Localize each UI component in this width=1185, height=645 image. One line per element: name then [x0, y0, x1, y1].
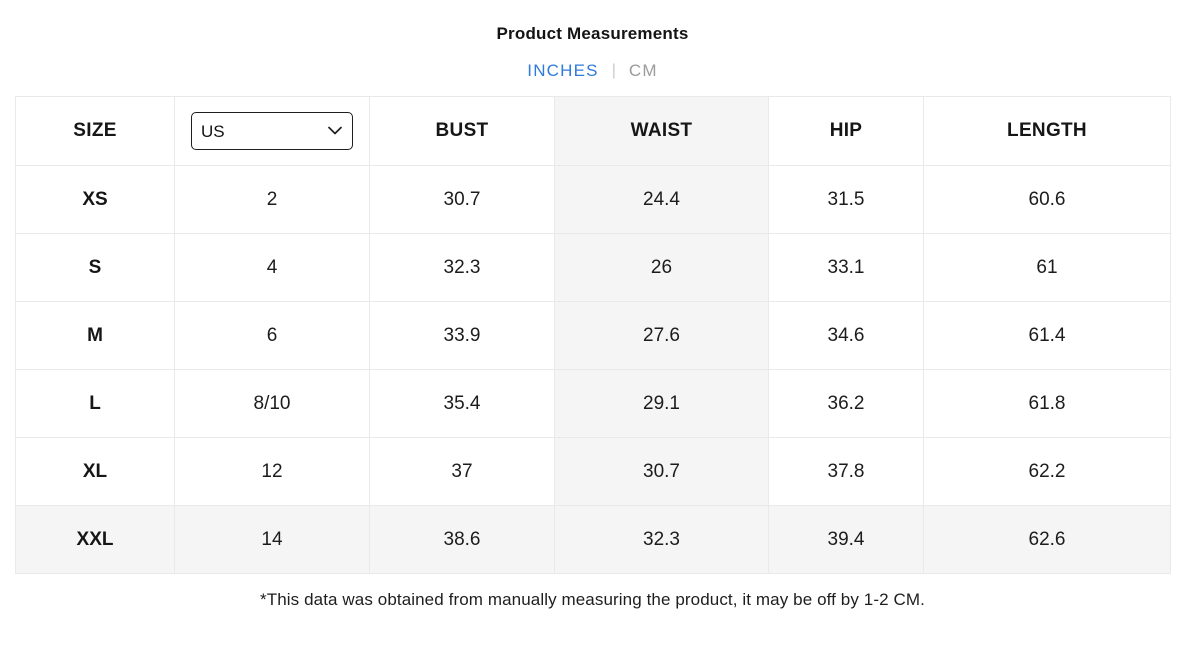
col-header-size: SIZE — [15, 96, 175, 166]
table-row: M 6 33.9 27.6 34.6 61.4 — [15, 301, 1171, 370]
table-row: L 8/10 35.4 29.1 36.2 61.8 — [15, 369, 1171, 438]
size-label: XL — [15, 437, 175, 506]
table-row: XS 2 30.7 24.4 31.5 60.6 — [15, 165, 1171, 234]
hip-value: 37.8 — [768, 437, 924, 506]
waist-value: 26 — [554, 233, 769, 302]
length-value: 62.2 — [923, 437, 1171, 506]
col-header-size-system: US — [174, 96, 370, 166]
waist-value: 24.4 — [554, 165, 769, 234]
length-value: 62.6 — [923, 505, 1171, 574]
col-header-waist: WAIST — [554, 96, 769, 166]
table-row: XL 12 37 30.7 37.8 62.2 — [15, 437, 1171, 506]
footnote: *This data was obtained from manually me… — [260, 590, 925, 609]
hip-value: 31.5 — [768, 165, 924, 234]
hip-value: 39.4 — [768, 505, 924, 574]
col-header-length: LENGTH — [923, 96, 1171, 166]
waist-value: 29.1 — [554, 369, 769, 438]
size-label: M — [15, 301, 175, 370]
size-label: L — [15, 369, 175, 438]
page-title: Product Measurements — [496, 24, 689, 43]
us-size-value: 4 — [174, 233, 370, 302]
waist-value: 27.6 — [554, 301, 769, 370]
size-system-select[interactable]: US — [191, 112, 353, 150]
unit-separator: | — [611, 62, 616, 79]
size-label: XS — [15, 165, 175, 234]
bust-value: 37 — [369, 437, 555, 506]
measurements-table: SIZE US BUST WAIST HIP LENGTH — [15, 96, 1171, 574]
bust-value: 33.9 — [369, 301, 555, 370]
length-value: 60.6 — [923, 165, 1171, 234]
us-size-value: 12 — [174, 437, 370, 506]
waist-value: 32.3 — [554, 505, 769, 574]
bust-value: 35.4 — [369, 369, 555, 438]
bust-value: 30.7 — [369, 165, 555, 234]
bust-value: 32.3 — [369, 233, 555, 302]
col-header-hip: HIP — [768, 96, 924, 166]
table-body: XS 2 30.7 24.4 31.5 60.6 S 4 32.3 26 33.… — [15, 165, 1171, 574]
unit-toggle: INCHES | CM — [0, 61, 1185, 81]
col-header-bust: BUST — [369, 96, 555, 166]
bust-value: 38.6 — [369, 505, 555, 574]
length-value: 61 — [923, 233, 1171, 302]
length-value: 61.4 — [923, 301, 1171, 370]
table-row: XXL 14 38.6 32.3 39.4 62.6 — [15, 505, 1171, 574]
length-value: 61.8 — [923, 369, 1171, 438]
us-size-value: 14 — [174, 505, 370, 574]
us-size-value: 2 — [174, 165, 370, 234]
hip-value: 34.6 — [768, 301, 924, 370]
unit-inches-tab[interactable]: INCHES — [527, 61, 599, 80]
hip-value: 33.1 — [768, 233, 924, 302]
size-system-select-wrap: US — [191, 112, 353, 150]
us-size-value: 6 — [174, 301, 370, 370]
hip-value: 36.2 — [768, 369, 924, 438]
us-size-value: 8/10 — [174, 369, 370, 438]
table-row: S 4 32.3 26 33.1 61 — [15, 233, 1171, 302]
waist-value: 30.7 — [554, 437, 769, 506]
unit-cm-tab[interactable]: CM — [628, 61, 658, 80]
size-label: XXL — [15, 505, 175, 574]
size-label: S — [15, 233, 175, 302]
table-header-row: SIZE US BUST WAIST HIP LENGTH — [15, 96, 1171, 166]
